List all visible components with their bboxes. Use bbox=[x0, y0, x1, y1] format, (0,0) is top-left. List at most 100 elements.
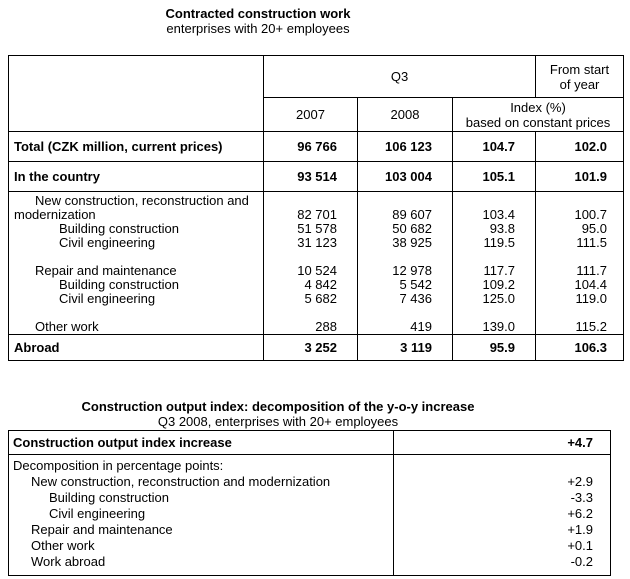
table-row: Decomposition in percentage points: New c… bbox=[8, 454, 611, 576]
contracted-construction-table: Q3 From start of year 2007 2008 Index (%… bbox=[8, 55, 625, 361]
value: 89 607 bbox=[392, 208, 432, 222]
value: 117.7 bbox=[483, 264, 516, 278]
row-label: Repair and maintenance bbox=[35, 264, 177, 278]
year-2008-header-cell: 2008 bbox=[357, 97, 453, 132]
row-label: Decomposition in percentage points: bbox=[13, 458, 224, 473]
value: 31 123 bbox=[297, 236, 337, 250]
value: +2.9 bbox=[567, 474, 593, 489]
table1-subtitle: enterprises with 20+ employees bbox=[166, 21, 350, 36]
value-cell: 101.9 bbox=[535, 161, 625, 192]
value: 95.0 bbox=[581, 222, 608, 236]
value: +1.9 bbox=[567, 522, 593, 537]
value bbox=[453, 306, 515, 320]
row-label: Building construction bbox=[59, 222, 179, 236]
value bbox=[536, 194, 607, 208]
value: 111.5 bbox=[576, 236, 608, 250]
value-cell: 95.9 bbox=[451, 334, 537, 361]
output-index-decomposition-table: Construction output index increase +4.7 De… bbox=[8, 430, 611, 576]
value: -0.2 bbox=[570, 554, 593, 569]
value-cell: 93 514 bbox=[263, 161, 358, 192]
row-label: In the country bbox=[8, 161, 264, 192]
table-row: In the country 93 514 103 004 105.1 101.9 bbox=[8, 161, 625, 192]
table-row: Total (CZK million, current prices) 96 76… bbox=[8, 131, 625, 162]
row-label: Construction output index increase bbox=[8, 430, 394, 455]
value-cell: 3 119 bbox=[357, 334, 453, 361]
value bbox=[394, 458, 593, 474]
value-cell: 106 123 bbox=[357, 131, 453, 162]
value: 7 436 bbox=[399, 292, 432, 306]
label-cell: New construction, reconstruction and mode… bbox=[8, 191, 264, 335]
table-row: Construction output index increase +4.7 bbox=[8, 430, 611, 455]
value bbox=[358, 194, 432, 208]
value: 115.2 bbox=[575, 320, 608, 334]
value: 119.0 bbox=[575, 292, 608, 306]
index-header-cell: Index (%) based on constant prices bbox=[451, 97, 625, 132]
row-label bbox=[9, 250, 263, 264]
value: 4 842 bbox=[304, 278, 337, 292]
value bbox=[264, 250, 337, 264]
table2-subtitle: Q3 2008, enterprises with 20+ employees bbox=[157, 414, 399, 429]
index-label-line1: Index (%) bbox=[510, 99, 566, 115]
q3-header-cell: Q3 bbox=[262, 55, 537, 98]
value: 51 578 bbox=[297, 222, 337, 236]
table-row: New construction, reconstruction and mode… bbox=[8, 191, 625, 335]
header-row-1: Q3 From start of year bbox=[8, 55, 625, 132]
value: 10 524 bbox=[297, 264, 337, 278]
value-cell: 96 766 bbox=[263, 131, 358, 162]
value bbox=[264, 194, 337, 208]
row-label: Building construction bbox=[59, 278, 179, 292]
value-cell: 3 252 bbox=[263, 334, 358, 361]
value-cell: 103.4 93.8 119.5 117.7 109.2 125.0 139.0 bbox=[451, 191, 537, 335]
from-start-line1: From start bbox=[549, 61, 610, 77]
table-row: Abroad 3 252 3 119 95.9 106.3 bbox=[8, 334, 625, 361]
value bbox=[453, 250, 515, 264]
label-cell: Decomposition in percentage points: New c… bbox=[8, 454, 394, 576]
value: 50 682 bbox=[392, 222, 432, 236]
table2-title: Construction output index: decomposition… bbox=[81, 399, 475, 414]
value: -3.3 bbox=[570, 490, 593, 505]
value bbox=[264, 306, 337, 320]
row-label bbox=[9, 306, 263, 320]
from-start-line2: of year bbox=[559, 76, 600, 92]
value-cell: +2.9 -3.3 +6.2 +1.9 +0.1 -0.2 bbox=[393, 454, 611, 576]
row-label: Work abroad bbox=[31, 554, 106, 569]
row-label: Civil engineering bbox=[59, 292, 156, 306]
value: 119.5 bbox=[483, 236, 516, 250]
row-label: Building construction bbox=[49, 490, 169, 505]
value bbox=[536, 306, 607, 320]
value-cell: 106.3 bbox=[535, 334, 625, 361]
value-cell: 103 004 bbox=[357, 161, 453, 192]
row-label: Civil engineering bbox=[59, 236, 156, 250]
value-cell: 100.7 95.0 111.5 111.7 104.4 119.0 115.2 bbox=[535, 191, 625, 335]
value: 109.2 bbox=[482, 278, 516, 292]
value bbox=[536, 250, 607, 264]
value: 103.4 bbox=[482, 208, 516, 222]
value: 5 542 bbox=[399, 278, 432, 292]
index-label-line2: based on constant prices bbox=[465, 114, 611, 130]
stub-header-cell bbox=[8, 55, 264, 132]
value: 12 978 bbox=[392, 264, 432, 278]
row-label: New construction, reconstruction and mod… bbox=[31, 474, 331, 489]
value: +6.2 bbox=[567, 506, 593, 521]
row-label: Civil engineering bbox=[49, 506, 146, 521]
value-cell: +4.7 bbox=[393, 430, 611, 455]
value-cell: 104.7 bbox=[451, 131, 537, 162]
value: 100.7 bbox=[574, 208, 608, 222]
value: 93.8 bbox=[489, 222, 516, 236]
value: 111.7 bbox=[576, 264, 608, 278]
row-label: Other work bbox=[31, 538, 95, 553]
row-label: New construction, reconstruction and bbox=[35, 194, 249, 208]
row-label: Abroad bbox=[8, 334, 264, 361]
value-cell: 105.1 bbox=[451, 161, 537, 192]
row-label: Other work bbox=[35, 320, 99, 334]
value: 288 bbox=[315, 320, 337, 334]
row-label: Total (CZK million, current prices) bbox=[8, 131, 264, 162]
value: 125.0 bbox=[482, 292, 516, 306]
value: 104.4 bbox=[574, 278, 608, 292]
value bbox=[358, 250, 432, 264]
row-label: Repair and maintenance bbox=[31, 522, 173, 537]
table1-title: Contracted construction work bbox=[165, 6, 351, 21]
value: 419 bbox=[410, 320, 432, 334]
year-2007-header-cell: 2007 bbox=[263, 97, 358, 132]
